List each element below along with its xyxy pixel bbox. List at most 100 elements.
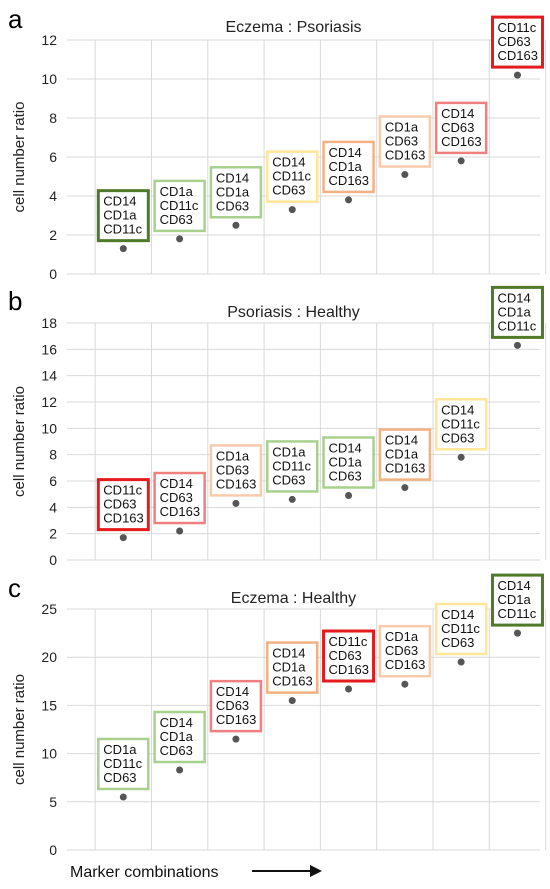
y-axis-label: cell number ratio bbox=[11, 674, 28, 785]
data-point bbox=[119, 245, 127, 253]
marker-label: CD11c bbox=[497, 318, 536, 333]
marker-label: CD63 bbox=[272, 472, 305, 487]
marker-label: CD11c bbox=[272, 169, 311, 184]
y-tick-label: 20 bbox=[41, 649, 57, 665]
marker-label: CD63 bbox=[160, 743, 193, 758]
marker-label: CD163 bbox=[103, 511, 143, 526]
y-tick-label: 10 bbox=[41, 71, 57, 87]
marker-label: CD163 bbox=[497, 48, 537, 63]
marker-label: CD63 bbox=[216, 462, 249, 477]
marker-box bbox=[490, 285, 544, 339]
marker-label: CD63 bbox=[329, 468, 362, 483]
y-tick-label: 4 bbox=[49, 188, 57, 204]
marker-label: CD163 bbox=[329, 662, 369, 677]
marker-label: CD11c bbox=[497, 20, 536, 35]
marker-box bbox=[434, 602, 488, 656]
marker-label: CD63 bbox=[103, 770, 136, 785]
data-point bbox=[457, 453, 465, 461]
y-tick-label: 10 bbox=[41, 420, 57, 436]
y-tick-label: 6 bbox=[49, 473, 57, 489]
data-point bbox=[119, 793, 127, 801]
marker-label: CD11c bbox=[441, 416, 480, 431]
marker-box bbox=[153, 710, 206, 764]
marker-label: CD11c bbox=[160, 198, 199, 213]
panel-letter: b bbox=[8, 286, 22, 316]
marker-label: CD163 bbox=[385, 461, 425, 476]
marker-label: CD1a bbox=[329, 454, 363, 469]
marker-label: CD14 bbox=[497, 290, 530, 305]
marker-label: CD1a bbox=[216, 448, 250, 463]
y-tick-label: 12 bbox=[41, 32, 57, 48]
marker-box bbox=[322, 629, 376, 683]
y-tick-label: 10 bbox=[41, 746, 57, 762]
y-tick-label: 15 bbox=[41, 697, 57, 713]
chart-title: Eczema : Healthy bbox=[231, 590, 356, 607]
y-axis-label: cell number ratio bbox=[11, 102, 28, 213]
marker-label: CD63 bbox=[160, 212, 193, 227]
marker-box bbox=[434, 101, 488, 155]
marker-label: CD1a bbox=[216, 184, 250, 199]
marker-label: CD63 bbox=[497, 34, 530, 49]
y-tick-label: 0 bbox=[49, 842, 57, 858]
marker-label: CD14 bbox=[103, 194, 136, 209]
marker-label: CD11c bbox=[329, 634, 368, 649]
marker-label: CD1a bbox=[103, 208, 137, 223]
y-tick-label: 12 bbox=[41, 394, 57, 410]
marker-label: CD14 bbox=[272, 646, 305, 661]
marker-box bbox=[209, 679, 263, 733]
marker-box bbox=[378, 428, 432, 481]
marker-label: CD14 bbox=[272, 155, 305, 170]
marker-label: CD1a bbox=[385, 447, 419, 462]
marker-label: CD11c bbox=[103, 483, 142, 498]
data-point bbox=[176, 235, 184, 243]
marker-box bbox=[209, 166, 263, 219]
marker-label: CD163 bbox=[385, 148, 425, 163]
marker-label: CD11c bbox=[103, 756, 142, 771]
data-point bbox=[345, 685, 353, 693]
data-point bbox=[401, 484, 409, 492]
data-point bbox=[457, 658, 465, 666]
y-tick-label: 25 bbox=[41, 601, 57, 617]
y-tick-label: 2 bbox=[49, 526, 57, 542]
y-tick-label: 0 bbox=[49, 266, 57, 282]
x-axis-arrow-head bbox=[310, 865, 322, 877]
y-axis-label: cell number ratio bbox=[11, 386, 28, 497]
marker-box bbox=[96, 478, 150, 532]
panel-letter: c bbox=[8, 573, 21, 603]
data-point bbox=[401, 171, 409, 179]
data-point bbox=[119, 534, 127, 542]
data-point bbox=[288, 206, 296, 214]
marker-label: CD14 bbox=[441, 106, 474, 121]
y-tick-label: 2 bbox=[49, 227, 57, 243]
x-axis-label: Marker combinations bbox=[70, 864, 219, 881]
data-point bbox=[513, 71, 521, 79]
marker-label: CD163 bbox=[216, 712, 256, 727]
y-tick-label: 4 bbox=[49, 499, 57, 515]
marker-label: CD63 bbox=[385, 134, 418, 149]
marker-label: CD163 bbox=[160, 504, 200, 519]
marker-label: CD14 bbox=[497, 578, 530, 593]
marker-box bbox=[490, 573, 544, 627]
marker-label: CD1a bbox=[497, 592, 531, 607]
marker-label: CD1a bbox=[497, 304, 531, 319]
marker-label: CD14 bbox=[160, 476, 193, 491]
y-tick-label: 0 bbox=[49, 552, 57, 568]
marker-label: CD163 bbox=[216, 476, 256, 491]
marker-box bbox=[378, 624, 432, 678]
marker-box bbox=[265, 641, 319, 694]
marker-label: CD63 bbox=[160, 490, 193, 505]
panel-letter: a bbox=[8, 4, 23, 34]
data-point bbox=[232, 221, 240, 229]
chart-title: Psoriasis : Healthy bbox=[227, 304, 360, 321]
marker-label: CD63 bbox=[329, 648, 362, 663]
marker-label: CD63 bbox=[216, 198, 249, 213]
marker-label: CD11c bbox=[272, 458, 311, 473]
marker-box bbox=[265, 440, 319, 493]
data-point bbox=[401, 680, 409, 688]
data-point bbox=[345, 491, 353, 499]
marker-label: CD1a bbox=[329, 159, 363, 174]
marker-label: CD14 bbox=[216, 684, 249, 699]
marker-box bbox=[322, 436, 375, 489]
marker-label: CD163 bbox=[441, 134, 481, 149]
